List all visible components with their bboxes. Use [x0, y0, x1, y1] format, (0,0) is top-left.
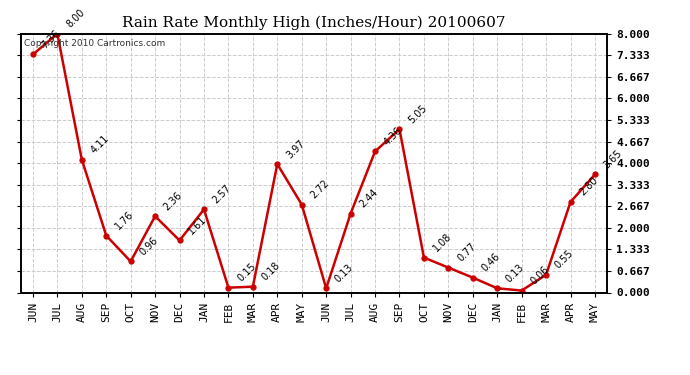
Text: 0.06: 0.06 — [529, 264, 551, 286]
Text: 0.46: 0.46 — [480, 251, 502, 273]
Text: 3.97: 3.97 — [284, 138, 306, 160]
Text: 0.18: 0.18 — [260, 260, 282, 282]
Text: 2.44: 2.44 — [357, 187, 380, 209]
Text: 2.72: 2.72 — [308, 178, 331, 200]
Text: 0.13: 0.13 — [333, 262, 355, 284]
Text: 0.55: 0.55 — [553, 248, 575, 270]
Title: Rain Rate Monthly High (Inches/Hour) 20100607: Rain Rate Monthly High (Inches/Hour) 201… — [122, 15, 506, 30]
Text: 2.36: 2.36 — [162, 190, 184, 212]
Text: 7.36: 7.36 — [40, 28, 62, 50]
Text: 0.77: 0.77 — [455, 241, 477, 263]
Text: Copyright 2010 Cartronics.com: Copyright 2010 Cartronics.com — [23, 39, 165, 48]
Text: 1.61: 1.61 — [186, 214, 208, 236]
Text: 4.36: 4.36 — [382, 125, 404, 147]
Text: 0.96: 0.96 — [137, 235, 160, 257]
Text: 3.65: 3.65 — [602, 148, 624, 170]
Text: 0.13: 0.13 — [504, 262, 526, 284]
Text: 0.15: 0.15 — [235, 261, 257, 284]
Text: 4.11: 4.11 — [89, 133, 111, 155]
Text: 5.05: 5.05 — [406, 103, 428, 125]
Text: 1.76: 1.76 — [113, 209, 135, 231]
Text: 8.00: 8.00 — [64, 8, 86, 30]
Text: 2.57: 2.57 — [211, 183, 233, 205]
Text: 1.08: 1.08 — [431, 231, 453, 254]
Text: 2.80: 2.80 — [578, 176, 600, 198]
